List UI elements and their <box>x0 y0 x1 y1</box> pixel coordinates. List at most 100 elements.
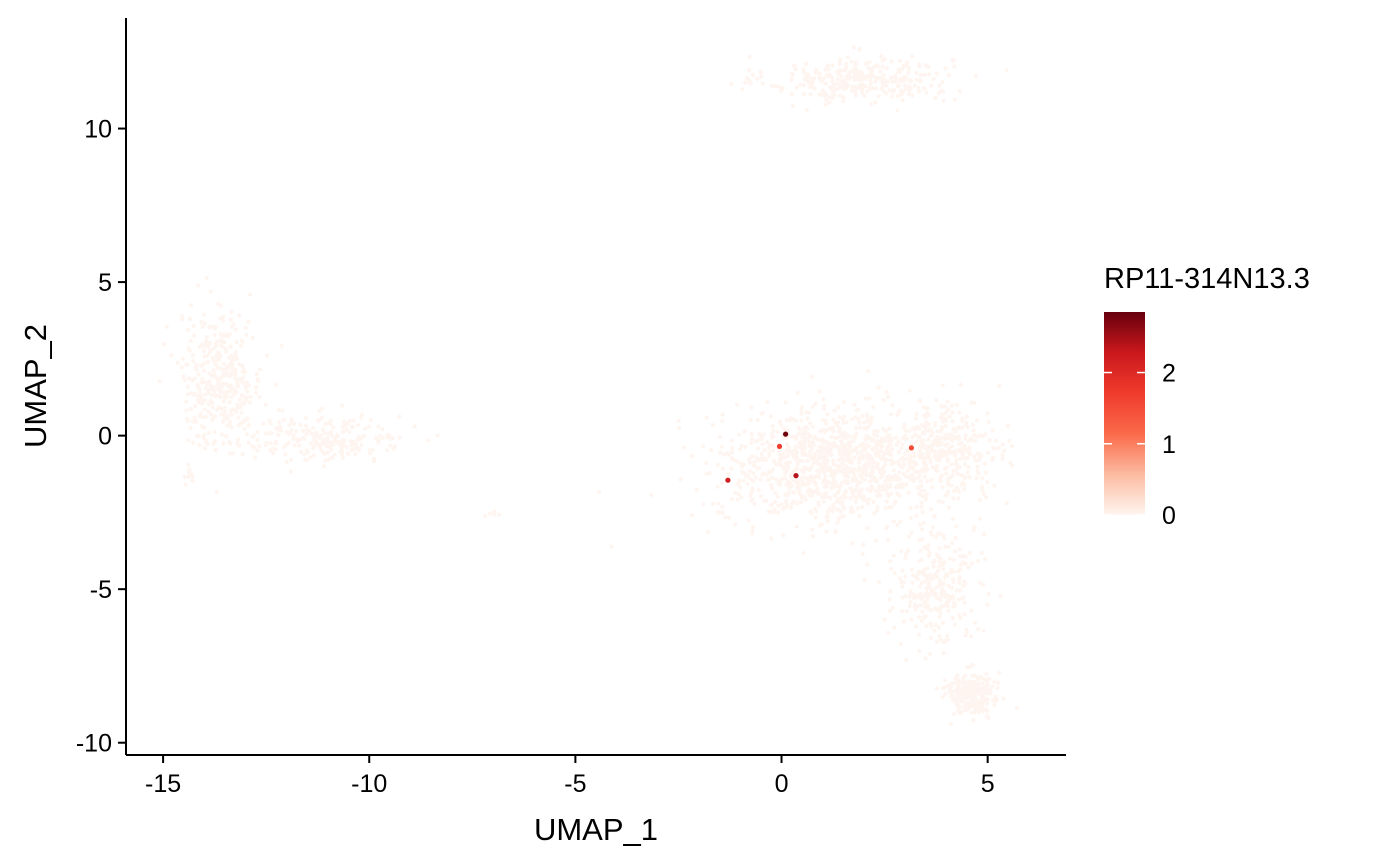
cell-point <box>228 408 233 413</box>
cell-point <box>857 47 862 52</box>
cell-point <box>889 458 894 463</box>
cell-point <box>906 490 911 495</box>
cell-point <box>960 446 965 451</box>
cell-point <box>964 414 970 419</box>
cell-point <box>822 403 827 408</box>
cell-point <box>906 548 911 553</box>
cell-point <box>807 440 812 445</box>
cell-point <box>969 561 974 566</box>
cell-point <box>817 71 822 76</box>
cell-point <box>752 501 757 506</box>
cell-point <box>742 80 748 85</box>
cell-point <box>853 89 858 94</box>
cell-point <box>857 460 862 465</box>
cell-point <box>291 433 296 438</box>
cell-point <box>354 444 359 449</box>
cell-point <box>967 445 972 450</box>
cell-point <box>255 429 260 434</box>
cell-point <box>918 479 923 484</box>
cell-point <box>865 89 870 94</box>
cell-point <box>935 608 940 613</box>
cell-point <box>932 593 938 598</box>
cell-point <box>242 426 247 431</box>
cell-point <box>759 436 764 441</box>
cell-point <box>952 64 957 69</box>
cell-point <box>770 424 775 429</box>
cell-point <box>758 477 763 482</box>
cell-point <box>951 496 956 501</box>
cell-point <box>872 510 877 516</box>
cell-point <box>905 468 911 473</box>
cell-point <box>742 429 747 434</box>
cell-point <box>871 475 876 480</box>
cell-point <box>798 82 803 87</box>
cell-point <box>825 513 830 518</box>
cell-point <box>934 686 940 691</box>
cell-point <box>777 419 783 424</box>
cell-point <box>782 435 787 440</box>
cell-point <box>227 399 232 405</box>
cell-point <box>939 440 944 445</box>
cell-point <box>917 648 922 654</box>
cell-point <box>776 450 782 455</box>
cell-point <box>997 384 1002 389</box>
cell-point <box>483 514 488 519</box>
cell-point <box>914 624 919 629</box>
cell-point <box>841 513 847 519</box>
cell-point <box>860 91 865 96</box>
cell-point <box>939 593 944 598</box>
cell-point <box>257 444 262 449</box>
cell-point <box>229 309 234 314</box>
cell-point <box>961 487 967 492</box>
cell-point <box>843 434 848 439</box>
cell-point <box>920 430 926 435</box>
cell-point <box>1014 705 1020 710</box>
cell-point <box>388 443 393 448</box>
cell-point <box>993 695 999 700</box>
cell-point <box>903 87 908 92</box>
cell-point <box>952 97 958 102</box>
cell-point <box>1008 460 1013 465</box>
cell-point <box>808 84 813 89</box>
cell-point <box>970 422 976 427</box>
cell-point <box>769 536 774 541</box>
cell-point <box>740 87 745 92</box>
cell-point <box>949 435 954 440</box>
cell-point <box>825 519 830 524</box>
cell-point <box>788 416 794 421</box>
cell-point <box>792 63 797 68</box>
cell-point <box>200 424 205 429</box>
cell-point <box>837 61 843 66</box>
cell-point <box>957 465 962 470</box>
cell-point <box>834 444 839 449</box>
cell-point <box>292 443 297 448</box>
cell-point <box>854 431 859 436</box>
cell-point <box>808 92 813 97</box>
cell-point <box>971 718 976 723</box>
cell-point <box>937 456 943 461</box>
cell-point <box>218 395 223 400</box>
cell-point <box>206 409 211 414</box>
cell-point <box>769 475 774 480</box>
cell-point <box>887 608 893 614</box>
cell-point <box>180 313 185 319</box>
cell-point <box>956 434 961 439</box>
cell-point <box>923 604 928 609</box>
cell-point <box>951 59 956 64</box>
cell-point <box>962 554 967 559</box>
cell-point <box>329 433 334 438</box>
cell-point <box>964 420 969 425</box>
cell-point <box>216 301 221 306</box>
cell-point <box>704 460 709 465</box>
cell-point <box>858 480 863 485</box>
cell-point <box>191 323 196 329</box>
cell-point <box>374 436 379 441</box>
cell-point <box>793 67 798 72</box>
cell-point <box>192 415 197 420</box>
cell-point <box>212 332 217 338</box>
cell-point <box>933 423 938 428</box>
cell-point <box>197 443 202 448</box>
cell-point <box>916 85 921 91</box>
cell-point <box>809 511 814 516</box>
cell-point <box>305 450 310 455</box>
